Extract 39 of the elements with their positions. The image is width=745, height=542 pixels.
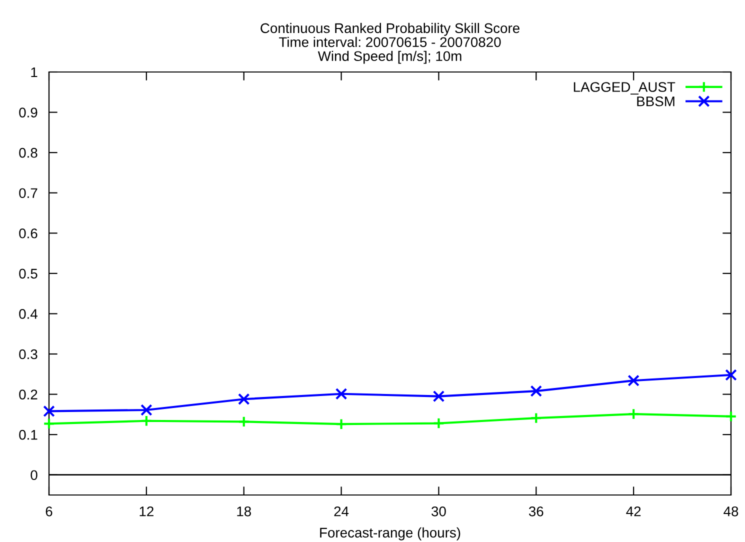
- point: [140, 404, 152, 416]
- point: [432, 390, 445, 402]
- chart-title: Continuous Ranked Probability Skill Score Time interval: 20070615 - 20070820 Wind Speed [m/s]; 10m: [260, 22, 520, 64]
- point: [335, 388, 348, 400]
- legend-label: BBSM: [637, 96, 674, 106]
- x-tick-label: 48: [724, 506, 738, 516]
- x-tick-label: 6: [46, 506, 52, 516]
- point: [432, 417, 445, 430]
- point: [238, 416, 250, 428]
- x-tick-label: 36: [528, 506, 544, 516]
- y-tick-label: 0.4: [19, 309, 38, 319]
- y-tick-label: 0.6: [19, 228, 38, 238]
- x-tick-label: 18: [237, 506, 251, 516]
- point: [335, 418, 348, 430]
- x-tick-label: 42: [626, 506, 641, 516]
- y-tick-label: 0.1: [19, 430, 38, 440]
- y-tick-label: 0.7: [19, 188, 38, 198]
- x-tick-label: 24: [334, 506, 349, 516]
- point: [725, 410, 737, 422]
- y-tick-label: 0.2: [19, 390, 38, 400]
- point: [628, 374, 640, 386]
- point: [628, 408, 640, 420]
- point: [238, 393, 250, 406]
- y-tick-label: 0.8: [19, 148, 38, 158]
- point: [530, 412, 542, 424]
- y-tick-label: 0.9: [19, 108, 38, 118]
- point: [725, 369, 737, 381]
- y-tick-label: 0.5: [19, 268, 38, 279]
- point: [140, 414, 152, 427]
- point: [43, 405, 55, 418]
- x-tick-label: 30: [432, 506, 446, 516]
- point: [530, 385, 542, 397]
- point: [43, 418, 55, 430]
- y-tick-label: 0.3: [19, 349, 38, 360]
- legend-label: LAGGED_AUST: [574, 82, 676, 95]
- y-tick-label: 0: [30, 470, 38, 480]
- x-axis-title: Forecast-range (hours): [320, 527, 460, 540]
- y-tick-label: 1: [31, 67, 38, 78]
- x-tick-label: 12: [140, 506, 154, 516]
